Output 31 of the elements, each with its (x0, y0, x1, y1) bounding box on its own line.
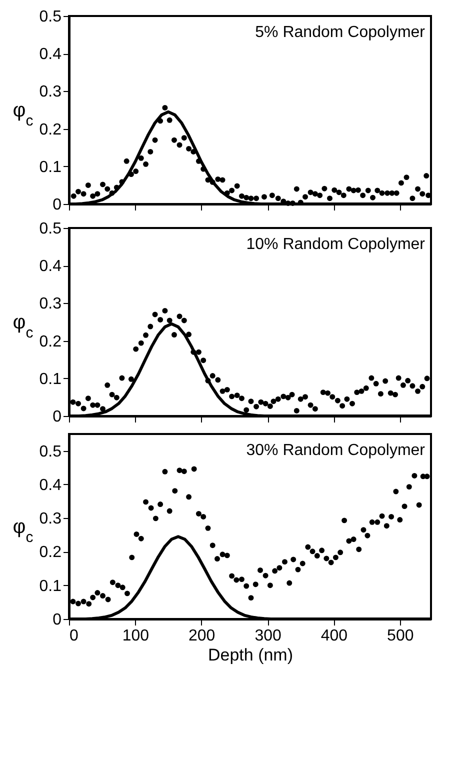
y-tick-label: 0.3 (39, 296, 62, 313)
y-axis-title: φ$_{c}$ (12, 100, 34, 129)
y-tick-label: 0.2 (39, 333, 62, 350)
x-tick-label: 200 (188, 628, 216, 644)
y-tick-label: 0.1 (39, 158, 62, 176)
x-axis-title: Depth (nm) (208, 646, 294, 664)
y-tick-label: 0.1 (39, 578, 62, 595)
y-tick-label: 0.2 (39, 544, 62, 562)
annotation: 30% Random Copolymer (246, 442, 426, 459)
y-axis-title: φ$_{c}$ (12, 312, 34, 341)
y-tick-label: 0.1 (39, 370, 62, 388)
x-tick-label: 400 (320, 628, 348, 644)
annotation: 10% Random Copolymer (246, 236, 426, 253)
x-tick-label: 0 (70, 628, 78, 644)
y-tick-label: 0.4 (39, 258, 62, 276)
annotation: 5% Random Copolymer (255, 24, 426, 41)
y-tick-label: 0.5 (39, 8, 62, 26)
y-tick-label: 0.5 (39, 443, 62, 460)
y-tick-label: 0 (52, 196, 62, 214)
y-tick-label: 0 (52, 408, 62, 426)
y-tick-label: 0.3 (39, 510, 62, 528)
y-tick-label: 0.4 (39, 476, 62, 494)
y-axis-title: φ$_{c}$ (12, 516, 34, 546)
x-tick-label: 100 (122, 628, 150, 644)
y-tick-label: 0.3 (39, 84, 62, 101)
y-tick-label: 0 (52, 612, 62, 628)
x-tick-label: 300 (254, 628, 282, 644)
y-tick-label: 0.5 (39, 220, 62, 238)
y-tick-label: 0.4 (39, 46, 62, 64)
x-tick-label: 500 (387, 628, 414, 644)
y-tick-label: 0.2 (39, 121, 62, 138)
